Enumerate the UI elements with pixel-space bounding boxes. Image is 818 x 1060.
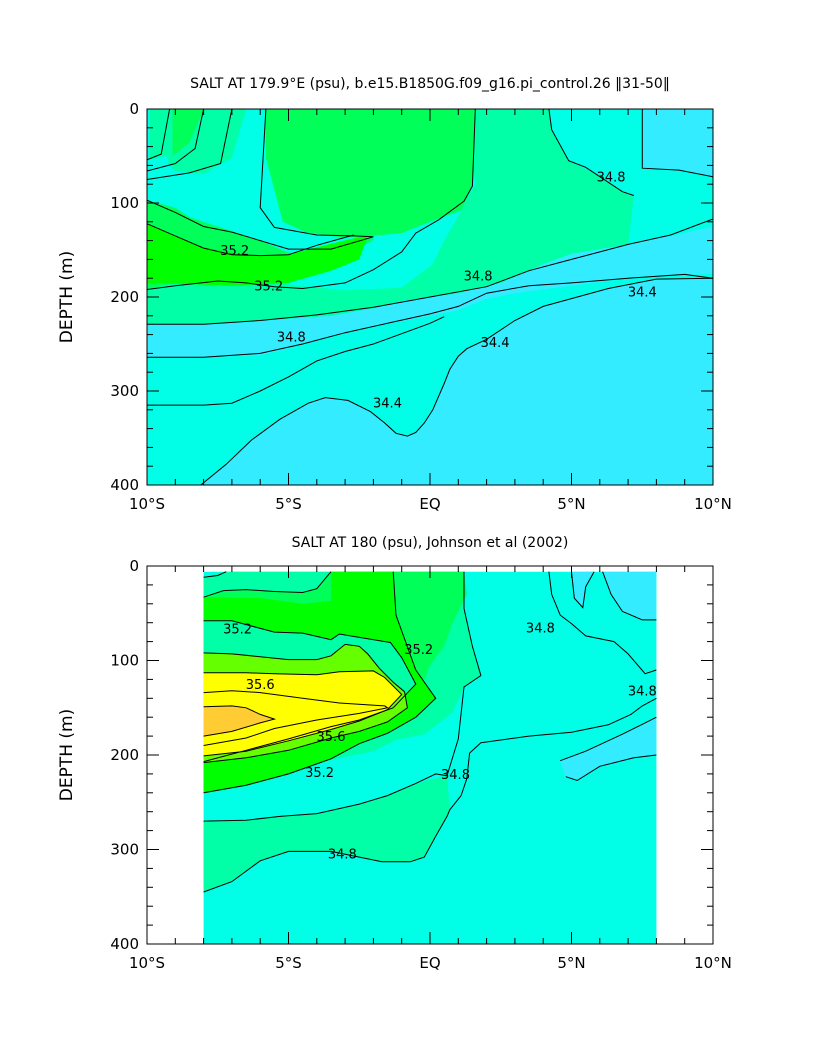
contour-label: 34.8 xyxy=(464,269,493,284)
contour-line-1 xyxy=(147,109,205,172)
fill-region-3 xyxy=(560,717,657,781)
y-tick-label: 200 xyxy=(110,288,139,306)
y-tick-label: 200 xyxy=(110,746,139,764)
contour-line-0 xyxy=(203,571,227,578)
x-tick-label: 10°S xyxy=(129,954,165,972)
contour-label: 35.2 xyxy=(223,622,252,637)
contour-line-8 xyxy=(147,316,445,406)
y-tick-label: 100 xyxy=(110,652,139,670)
y-tick-label: 0 xyxy=(129,557,139,575)
contour-label: 34.8 xyxy=(597,171,626,186)
x-tick-label: 5°S xyxy=(275,495,302,513)
x-tick-label: 5°N xyxy=(557,954,585,972)
contour-line-6 xyxy=(147,218,713,325)
x-tick-label: 10°N xyxy=(694,495,732,513)
y-tick-label: 400 xyxy=(110,935,139,953)
contour-label: 34.4 xyxy=(628,285,657,300)
panel-model-contour-labels: 35.2 35.2 34.8 34.8 34.8 34.4 34.4 34.4 xyxy=(220,171,657,412)
x-tick-label: 10°S xyxy=(129,495,165,513)
contour-line-2 xyxy=(203,620,417,763)
contour-line-4 xyxy=(203,670,403,757)
contour-line-11 xyxy=(641,109,713,178)
contour-line-3 xyxy=(147,109,374,250)
panel-observed: SALT AT 180 (psu), Johnson et al (2002) … xyxy=(57,535,732,972)
panel-observed-ticks: 10°S 5°S EQ 5°N 10°N 0 100 200 300 400 xyxy=(110,557,732,972)
contour-label: 34.8 xyxy=(328,847,357,862)
panel-observed-contour-labels: 35.2 35.6 35.6 35.2 35.2 34.8 34.8 34.8 34.8 xyxy=(223,621,657,862)
contour-label: 34.8 xyxy=(277,331,306,346)
panel-model-title: SALT AT 179.9°E (psu), b.e15.B1850G.f09_… xyxy=(190,76,670,92)
contour-line-9 xyxy=(200,277,713,485)
y-tick-label: 0 xyxy=(129,100,139,118)
y-tick-label: 300 xyxy=(110,382,139,400)
contour-line-9 xyxy=(203,697,657,893)
y-tick-label: 400 xyxy=(110,476,139,494)
contour-line-7 xyxy=(147,273,713,358)
contour-line-13 xyxy=(560,716,657,762)
contour-line-10 xyxy=(548,571,657,675)
x-tick-label: 5°S xyxy=(275,954,302,972)
fill-region-2 xyxy=(147,109,634,325)
contour-label: 35.2 xyxy=(220,244,249,259)
panel-observed-ylabel: DEPTH (m) xyxy=(57,709,77,801)
fill-region-5 xyxy=(147,223,368,286)
contour-label: 34.8 xyxy=(441,768,470,783)
contour-line-3 xyxy=(203,643,408,764)
contour-label: 34.8 xyxy=(628,685,657,700)
contour-label: 34.4 xyxy=(481,336,510,351)
contour-line-8 xyxy=(203,571,482,822)
contour-line-10 xyxy=(548,109,634,196)
fill-region-9 xyxy=(203,705,275,737)
panel-observed-title: SALT AT 180 (psu), Johnson et al (2002) xyxy=(292,535,569,551)
panel-model: SALT AT 179.9°E (psu), b.e15.B1850G.f09_… xyxy=(57,76,732,513)
contour-line-14 xyxy=(565,754,657,782)
contour-line-11 xyxy=(571,571,595,609)
contour-line-12 xyxy=(602,571,657,621)
x-tick-label: 5°N xyxy=(557,495,585,513)
panel-observed-fills xyxy=(203,571,657,944)
contour-line-4 xyxy=(147,223,354,257)
panel-model-ylabel: DEPTH (m) xyxy=(57,251,77,343)
x-tick-label: EQ xyxy=(419,495,440,513)
contour-label: 35.2 xyxy=(404,643,433,658)
fill-region-2 xyxy=(571,571,595,608)
fill-region-1 xyxy=(602,571,657,620)
x-tick-label: 10°N xyxy=(694,954,732,972)
panel-model-ticks: 10°S 5°S EQ 5°N 10°N 0 100 200 300 400 xyxy=(110,100,732,513)
fill-region-3 xyxy=(172,109,476,238)
panel-model-contours xyxy=(147,109,713,485)
contour-label: 35.2 xyxy=(254,280,283,295)
contour-line-5 xyxy=(147,109,476,290)
contour-line-0 xyxy=(147,109,171,161)
x-tick-label: EQ xyxy=(419,954,440,972)
contour-line-1 xyxy=(203,571,332,598)
y-tick-label: 300 xyxy=(110,841,139,859)
fill-region-6 xyxy=(203,571,436,793)
contour-line-6 xyxy=(203,705,277,737)
y-tick-label: 100 xyxy=(110,194,139,212)
contour-line-2 xyxy=(147,109,233,180)
contour-label: 35.2 xyxy=(305,766,334,781)
contour-label: 34.8 xyxy=(526,621,555,636)
contour-line-5 xyxy=(203,690,389,746)
contour-line-7 xyxy=(203,571,437,794)
contour-label: 34.4 xyxy=(373,396,402,411)
panel-observed-contours xyxy=(203,571,657,893)
contour-label: 35.6 xyxy=(317,730,346,745)
contour-label: 35.6 xyxy=(246,678,275,693)
